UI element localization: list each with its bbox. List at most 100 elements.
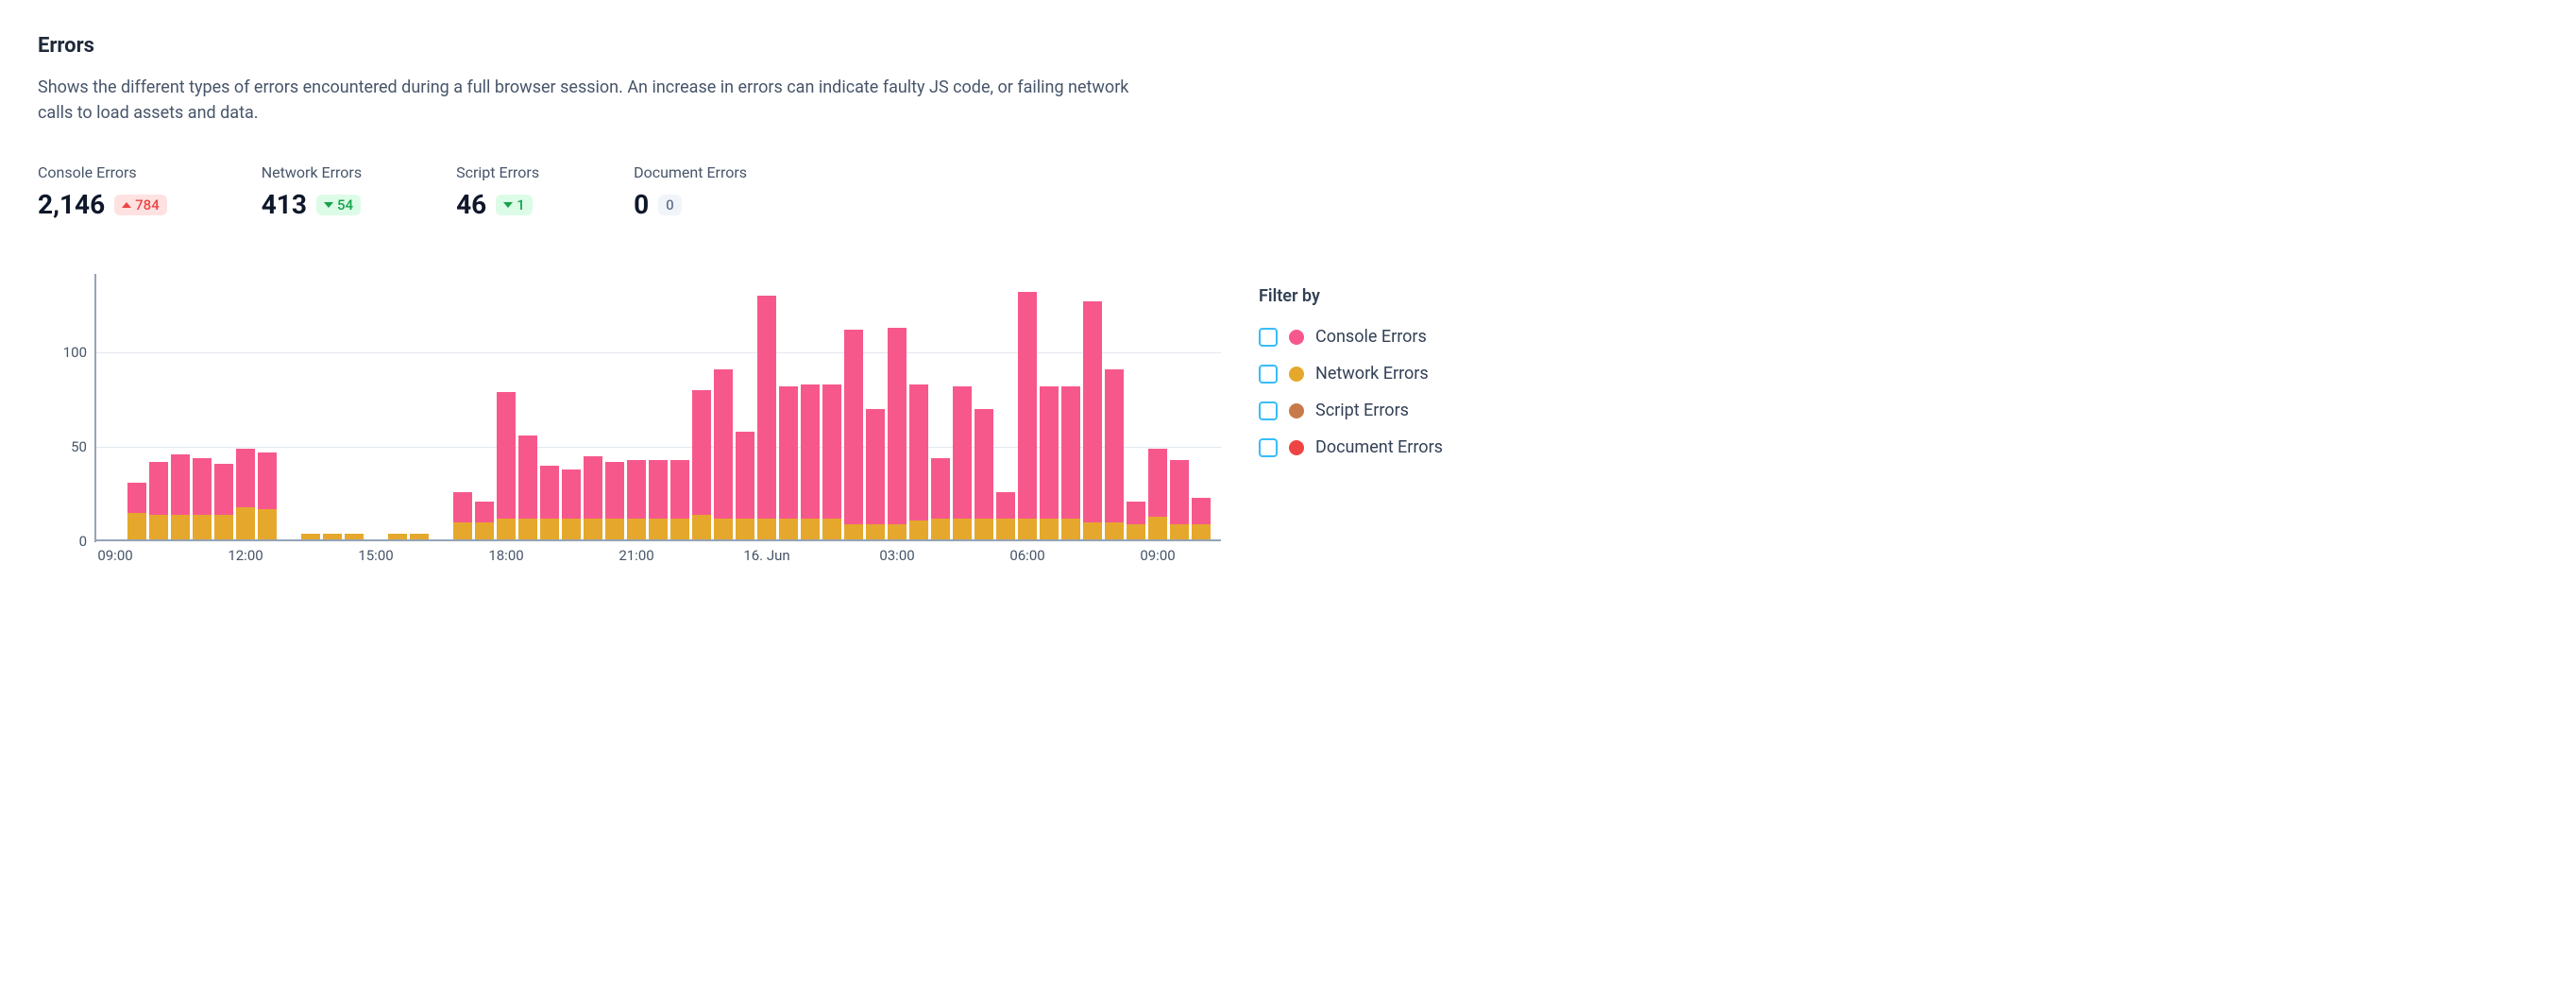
stat-delta-value: 0 [666, 196, 674, 213]
bar-column [236, 449, 255, 539]
legend-item[interactable]: Network Errors [1259, 364, 1443, 384]
bar-column [518, 435, 537, 539]
bar-column [996, 492, 1015, 539]
legend-checkbox[interactable] [1259, 401, 1278, 420]
bar-segment-network [909, 521, 928, 539]
bar-column [649, 460, 668, 539]
x-axis-tick: 06:00 [1009, 547, 1044, 564]
bar-column [736, 432, 754, 539]
bar-column [888, 328, 907, 539]
stat-delta-badge: 54 [316, 195, 361, 215]
x-axis-tick: 09:00 [1140, 547, 1175, 564]
bar-column [562, 469, 581, 539]
bar-column [1061, 386, 1080, 539]
bar-segment-network [497, 519, 516, 539]
bar-segment-network [127, 513, 146, 539]
bar-column [1018, 292, 1037, 539]
bar-segment-network [323, 534, 342, 539]
bar-column [692, 390, 711, 539]
bar-segment-console [193, 458, 212, 515]
bar-segment-console [214, 464, 233, 515]
bar-column [410, 534, 429, 539]
bar-column [214, 464, 233, 539]
bar-segment-network [562, 519, 581, 539]
bar-segment-console [149, 462, 168, 515]
stat-label: Network Errors [262, 163, 362, 181]
bar-segment-network [670, 519, 689, 539]
bar-segment-network [974, 519, 993, 539]
bar-column [323, 534, 342, 539]
legend-checkbox[interactable] [1259, 438, 1278, 457]
bar-column [193, 458, 212, 539]
bar-segment-console [584, 456, 602, 519]
bar-column [931, 458, 950, 539]
bar-column [1127, 502, 1145, 539]
bar-column [388, 534, 407, 539]
bar-segment-network [584, 519, 602, 539]
legend-checkbox[interactable] [1259, 365, 1278, 384]
bar-segment-console [649, 460, 668, 519]
stat-block: Console Errors2,146784 [38, 163, 167, 220]
bar-column [584, 456, 602, 539]
page-description: Shows the different types of errors enco… [38, 75, 1133, 126]
bar-segment-console [1170, 460, 1189, 524]
legend-item[interactable]: Document Errors [1259, 437, 1443, 457]
bar-column [909, 384, 928, 539]
bar-segment-console [974, 409, 993, 519]
bar-column [822, 384, 841, 539]
bar-segment-network [714, 519, 733, 539]
legend-color-dot [1289, 367, 1304, 382]
bar-segment-network [996, 519, 1015, 539]
bar-segment-network [736, 519, 754, 539]
bar-column [627, 460, 646, 539]
bar-column [171, 454, 190, 539]
legend-color-dot [1289, 330, 1304, 345]
bar-segment-network [757, 519, 776, 539]
bar-column [1170, 460, 1189, 539]
arrow-down-icon [324, 202, 333, 208]
bar-segment-network [149, 515, 168, 539]
bar-segment-console [779, 386, 798, 519]
bar-segment-network [1170, 524, 1189, 539]
bar-segment-network [779, 519, 798, 539]
bar-segment-console [562, 469, 581, 519]
bar-segment-network [1148, 517, 1167, 539]
legend-title: Filter by [1259, 286, 1443, 306]
stat-value: 46 [456, 189, 486, 220]
stats-row: Console Errors2,146784 Network Errors4135… [38, 163, 2538, 220]
bar-column [540, 466, 559, 539]
bar-segment-console [714, 369, 733, 519]
legend-checkbox[interactable] [1259, 328, 1278, 347]
bar-segment-network [1040, 519, 1059, 539]
bar-segment-network [475, 522, 494, 539]
stat-block: Document Errors00 [634, 163, 747, 220]
legend-label: Document Errors [1315, 437, 1443, 457]
bar-segment-network [692, 515, 711, 539]
bar-segment-console [453, 492, 472, 522]
bar-column [974, 409, 993, 539]
bar-segment-network [171, 515, 190, 539]
bar-segment-network [931, 519, 950, 539]
bar-segment-network [627, 519, 646, 539]
bar-column [497, 392, 516, 539]
bar-column [453, 492, 472, 539]
bar-column [605, 462, 624, 539]
legend-item[interactable]: Console Errors [1259, 327, 1443, 347]
arrow-up-icon [122, 202, 131, 208]
bar-segment-console [822, 384, 841, 519]
y-axis-tick: 100 [63, 344, 87, 361]
bar-segment-network [1018, 519, 1037, 539]
bar-column [714, 369, 733, 539]
bar-segment-network [822, 519, 841, 539]
bar-segment-console [888, 328, 907, 524]
bar-column [670, 460, 689, 539]
bar-segment-console [953, 386, 972, 519]
stat-delta-badge: 1 [496, 195, 533, 215]
legend-item[interactable]: Script Errors [1259, 401, 1443, 420]
legend-label: Script Errors [1315, 401, 1409, 420]
bar-segment-network [388, 534, 407, 539]
bar-column [1105, 369, 1124, 539]
legend-label: Console Errors [1315, 327, 1427, 347]
x-axis-tick: 09:00 [97, 547, 132, 564]
stat-block: Network Errors41354 [262, 163, 362, 220]
